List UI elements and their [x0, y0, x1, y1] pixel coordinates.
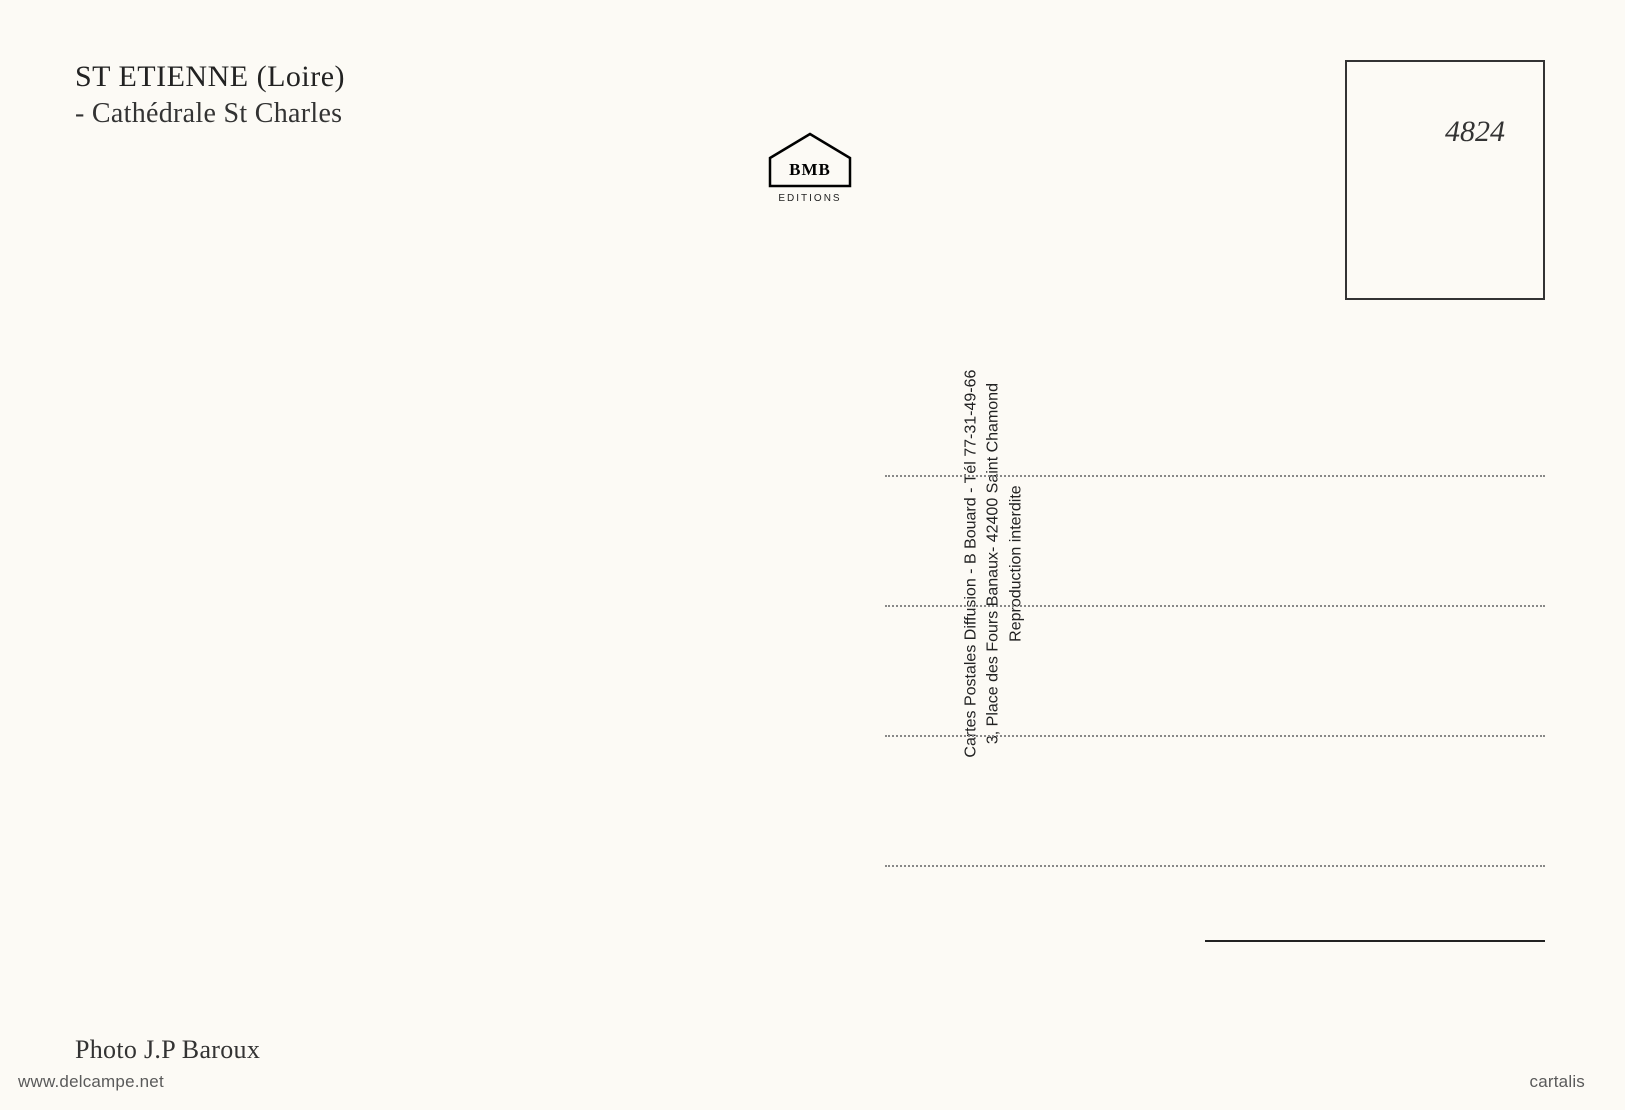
location-title: ST ETIENNE (Loire): [75, 60, 345, 94]
house-icon: BMB: [766, 130, 854, 188]
address-line-3: [885, 735, 1545, 737]
address-line-1: [885, 475, 1545, 477]
title-block: ST ETIENNE (Loire) - Cathédrale St Charl…: [75, 60, 345, 130]
logo-editions-text: EDITIONS: [755, 193, 865, 204]
subject-subtitle: - Cathédrale St Charles: [75, 98, 345, 130]
watermark-right: cartalis: [1530, 1072, 1585, 1092]
address-line-4: [885, 865, 1545, 867]
watermark-left: www.delcampe.net: [18, 1072, 164, 1092]
publisher-logo: BMB EDITIONS: [755, 130, 865, 204]
catalog-number: 4824: [1445, 115, 1505, 149]
bottom-rule: [1205, 940, 1545, 942]
address-lines: [885, 475, 1545, 995]
address-line-2: [885, 605, 1545, 607]
photo-credit: Photo J.P Baroux: [75, 1035, 260, 1065]
stamp-box: [1345, 60, 1545, 300]
logo-bmb-text: BMB: [789, 160, 831, 180]
